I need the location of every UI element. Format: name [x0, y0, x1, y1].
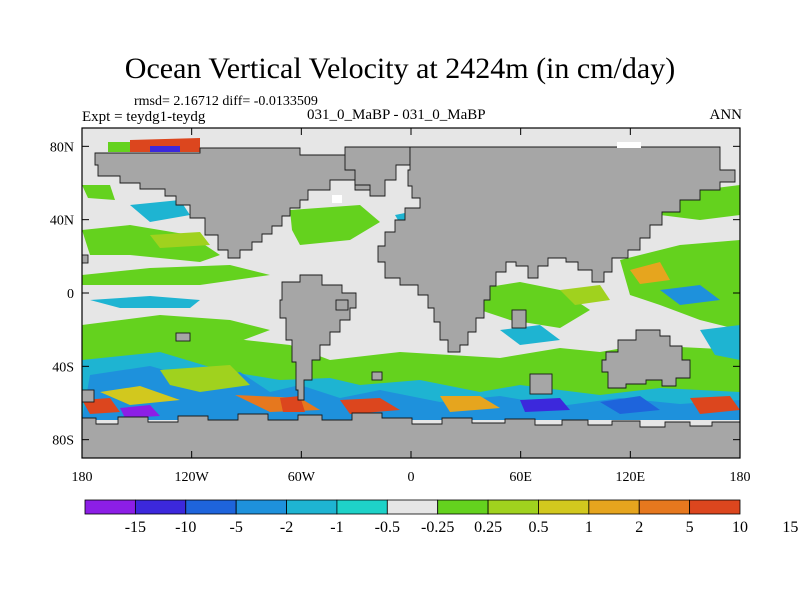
sea-ice-cells [332, 142, 641, 203]
land-cell [82, 254, 89, 264]
anomaly-region [690, 396, 740, 414]
anomaly-region [160, 365, 250, 392]
colorbar-label: 1 [585, 519, 593, 536]
anomaly-region [120, 405, 160, 418]
experiment-label: Expt = teydg1-teydg [82, 109, 206, 125]
colorbar-label: 5 [686, 519, 694, 536]
anomaly-region [108, 142, 130, 152]
anomaly-region [130, 200, 190, 222]
anomaly-region [82, 265, 270, 285]
colorbar-swatch [689, 499, 741, 515]
land-cell [82, 389, 95, 403]
anomaly-region [130, 138, 200, 152]
anomaly-layer [82, 138, 740, 420]
anomaly-region [700, 325, 740, 360]
colorbar-label: 0.25 [474, 519, 502, 536]
season-label: ANN [709, 107, 743, 123]
anomaly-region [150, 146, 180, 152]
lat-tick-label: 80S [52, 434, 74, 449]
anomaly-region [630, 262, 670, 284]
landmass-australia [601, 329, 691, 389]
anomaly-region [82, 366, 740, 420]
colorbar: -15 -10 -5 -2 -1 -0.5 -0.25 0.25 0.5 1 2 5 10 15 [84, 499, 798, 536]
colorbar-label: 15 [782, 519, 798, 536]
land-cell [175, 332, 191, 342]
landmass-eurasia-africa [377, 146, 736, 353]
colorbar-label: 0.5 [528, 519, 548, 536]
lat-tick-label: 40S [52, 360, 74, 375]
colorbar-label: 10 [732, 519, 748, 536]
lat-tick-label: 0 [67, 287, 74, 302]
anomaly-region [90, 296, 200, 308]
anomaly-region [440, 396, 500, 412]
colorbar-label: -2 [280, 519, 293, 536]
colorbar-label: -10 [175, 519, 196, 536]
colorbar-swatch [437, 499, 489, 515]
land-cell [511, 309, 527, 329]
lat-tick-label: 80N [50, 140, 74, 155]
lon-tick-label: 60E [509, 470, 532, 485]
colorbar-swatch [286, 499, 338, 515]
colorbar-label: -0.25 [421, 519, 454, 536]
lon-tick-label: 60W [288, 470, 316, 485]
stats-text: rmsd= 2.16712 diff= -0.0133509 [134, 94, 318, 109]
colorbar-swatch [185, 499, 237, 515]
colorbar-swatch [84, 499, 136, 515]
colorbar-swatch [336, 499, 388, 515]
colorbar-swatch [638, 499, 691, 515]
anomaly-region [500, 325, 560, 345]
colorbar-swatch [386, 499, 439, 515]
lon-tick-label: 0 [408, 470, 415, 485]
lon-tick-label: 180 [72, 470, 93, 485]
colorbar-label: -5 [229, 519, 242, 536]
anomaly-region [560, 285, 610, 305]
lat-tick-label: 40N [50, 214, 74, 229]
land-cell [529, 373, 553, 395]
anomaly-region [100, 386, 180, 405]
lon-tick-label: 120W [175, 470, 210, 485]
anomaly-region [660, 285, 720, 305]
lon-tick-label: 180 [730, 470, 751, 485]
anomaly-region [82, 185, 115, 200]
colorbar-label: 2 [635, 519, 643, 536]
colorbar-label: -15 [125, 519, 146, 536]
anomaly-region [150, 232, 210, 248]
period-label: 031_0_MaBP - 031_0_MaBP [307, 107, 486, 123]
anomaly-region [82, 315, 270, 345]
lat-axis: 80N 40N 0 40S 80S [50, 140, 740, 449]
plot-area [82, 128, 740, 458]
anomaly-region [620, 240, 740, 330]
land-cell [371, 371, 383, 381]
landmass-antarctica [82, 412, 740, 458]
map-title: Ocean Vertical Velocity at 2424m (in cm/… [124, 52, 676, 85]
land-layer [82, 146, 740, 458]
lon-axis: 180 120W 60W 0 60E 120E 180 [72, 128, 751, 485]
colorbar-swatch [134, 499, 187, 515]
anomaly-region [520, 398, 570, 412]
anomaly-region [470, 282, 590, 328]
land-cell [335, 299, 349, 311]
colorbar-swatch [538, 499, 590, 515]
lon-tick-label: 120E [616, 470, 646, 485]
colorbar-swatch [235, 499, 287, 515]
colorbar-swatch [588, 499, 640, 515]
anomaly-region [600, 396, 660, 414]
colorbar-swatch [487, 499, 539, 515]
anomaly-region [290, 205, 380, 245]
anomaly-region [340, 398, 400, 414]
colorbar-label: -1 [330, 519, 343, 536]
colorbar-label: -0.5 [375, 519, 400, 536]
